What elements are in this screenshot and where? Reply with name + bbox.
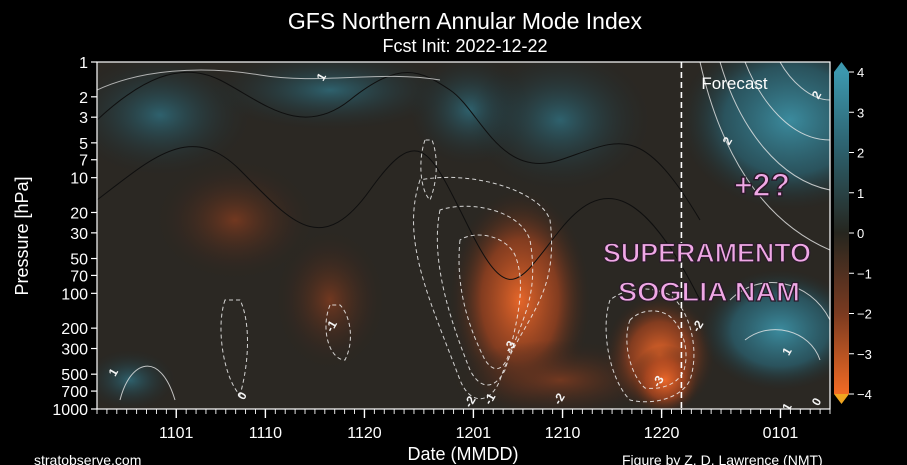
anomaly-regions bbox=[97, 62, 830, 409]
y-tick-label: 30 bbox=[70, 226, 88, 243]
y-tick-label: 5 bbox=[79, 136, 88, 153]
y-tick-label: 1 bbox=[79, 55, 88, 72]
colorbar-tick-label: −3 bbox=[857, 347, 872, 362]
colorbar-tick-label: −2 bbox=[857, 307, 872, 322]
y-tick-label: 3 bbox=[79, 110, 88, 127]
y-tick-label: 50 bbox=[70, 252, 88, 269]
x-tick-label: 0101 bbox=[763, 425, 799, 442]
y-tick-label: 700 bbox=[61, 384, 88, 401]
credit-author: Figure by Z. D. Lawrence (NMT) bbox=[622, 452, 823, 465]
annotation-superamento: SUPERAMENTO bbox=[603, 238, 811, 268]
x-axis: 1101 1110 1120 1201 1210 1220 0101 bbox=[159, 409, 798, 442]
colorbar-min-arrow bbox=[834, 394, 849, 404]
x-tick-label: 1120 bbox=[347, 425, 382, 442]
colorbar-tick-label: 1 bbox=[857, 186, 864, 201]
y-tick-label: 2 bbox=[79, 90, 88, 107]
colorbar-fill bbox=[834, 72, 849, 394]
y-tick-label: 200 bbox=[61, 321, 88, 338]
y-tick-label: 10 bbox=[70, 171, 88, 188]
x-tick-label: 1210 bbox=[545, 425, 581, 442]
x-tick-label: 1201 bbox=[456, 425, 492, 442]
y-tick-label: 20 bbox=[70, 205, 88, 222]
contour-label: 1 bbox=[779, 400, 795, 413]
forecast-label: Forecast bbox=[701, 74, 767, 93]
colorbar: 4 3 2 1 0 −1 −2 −3 −4 bbox=[834, 62, 872, 404]
y-axis-label: Pressure [hPa] bbox=[12, 176, 32, 295]
colorbar-tick-label: 4 bbox=[857, 65, 864, 80]
colorbar-tick-label: −4 bbox=[857, 387, 872, 402]
x-tick-label: 1220 bbox=[644, 425, 680, 442]
colorbar-max-arrow bbox=[834, 62, 849, 72]
colorbar-tick-label: −1 bbox=[857, 266, 872, 281]
chart-title: GFS Northern Annular Mode Index bbox=[288, 8, 643, 34]
y-tick-label: 7 bbox=[79, 153, 88, 170]
colorbar-tick-label: 2 bbox=[857, 146, 864, 161]
y-tick-label: 1000 bbox=[52, 402, 88, 419]
y-tick-label: 300 bbox=[61, 342, 88, 359]
y-tick-label: 70 bbox=[70, 268, 88, 285]
contour-lines bbox=[97, 62, 830, 401]
x-axis-label: Date (MMDD) bbox=[408, 444, 519, 464]
colorbar-tick-label: 3 bbox=[857, 105, 864, 120]
annotation-soglia-nam: SOGLIA NAM bbox=[618, 277, 800, 307]
y-tick-label: 100 bbox=[61, 286, 88, 303]
credit-source: stratobserve.com bbox=[34, 452, 141, 465]
x-tick-label: 1101 bbox=[159, 425, 194, 442]
negative-contours bbox=[220, 139, 695, 403]
chart-subtitle: Fcst Init: 2022-12-22 bbox=[382, 36, 547, 56]
colorbar-tick-label: 0 bbox=[857, 226, 864, 241]
y-tick-label: 500 bbox=[61, 367, 88, 384]
x-axis-minor-ticks bbox=[96, 409, 831, 414]
x-tick-label: 1110 bbox=[249, 425, 282, 442]
annotation-plus-two: +2? bbox=[734, 167, 790, 203]
colorbar-ticks: 4 3 2 1 0 −1 −2 −3 −4 bbox=[849, 65, 872, 402]
